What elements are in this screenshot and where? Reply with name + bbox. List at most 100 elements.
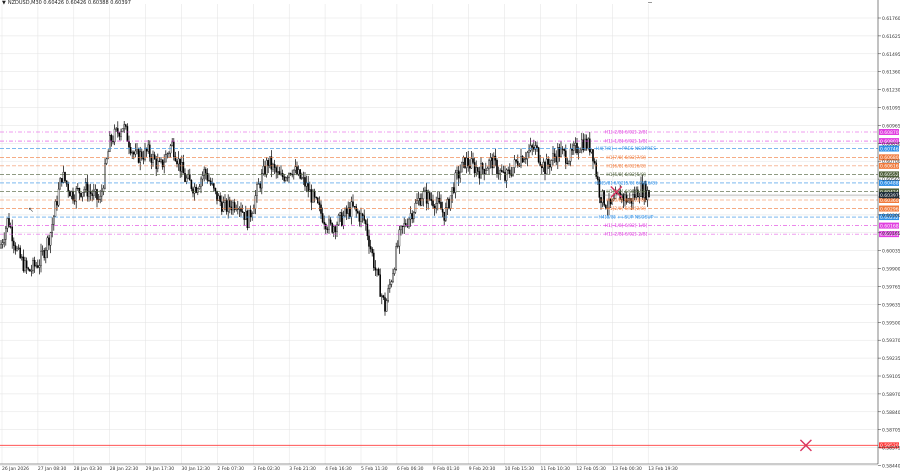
price-axis-label: 0.60035 [882,249,900,255]
candle-body [168,152,170,154]
level-price-badge [879,145,899,152]
candle-body [510,173,513,176]
candle-body [99,195,101,200]
level-price-badge [879,222,899,229]
candle-body [96,189,98,200]
candle-body [513,159,516,168]
candle-body [485,170,487,174]
candle-body [185,177,188,182]
candle-body [477,167,479,172]
candle-body [625,194,628,203]
candle-body [6,218,9,229]
level-price-badge [879,197,899,203]
candle-body [419,198,422,206]
candle-body [566,163,569,165]
candle-body [161,159,164,168]
candle-body [411,213,414,220]
candle-body [267,160,270,166]
candle-body [131,152,134,154]
candle-body [302,177,305,179]
dropdown-arrow-icon[interactable]: ▼ [2,0,6,6]
candle-body [156,160,159,169]
candle-body [435,203,438,210]
time-axis-label: 28 Jan 03:30 [74,466,103,472]
candle-body [582,139,585,151]
candle-body [329,219,332,224]
candle-body [17,247,20,249]
candle-body [603,190,605,206]
candle-body [462,157,465,163]
level-price-badge-text: 0.60870 [880,130,899,136]
candle-body [196,188,199,193]
candle-body [248,209,250,229]
candle-body [291,174,294,176]
grid [0,4,878,466]
candle-body [209,180,212,185]
current-price-badge [879,192,899,199]
candle-body [328,219,330,230]
price-axis-label: 0.58705 [882,428,900,434]
candle-body [417,198,420,201]
price-axis-label: 0.61760 [882,16,900,22]
candle-body [397,245,399,247]
candle-body [310,189,313,203]
candle-body [78,188,81,194]
chart-shift-marker-icon[interactable] [648,0,652,3]
candle-body [467,157,470,166]
price-axis-label: 0.61495 [882,52,900,58]
candle-body [342,215,345,226]
price-axis-label: 0.59900 [882,267,900,273]
candle-body [12,240,15,246]
candle-body [456,170,458,174]
symbol-info-text: NZDUSD,M30 0.60426 0.60426 0.60388 0.603… [7,0,131,6]
candle-body [27,267,30,270]
candle-body [261,173,263,189]
candle-body [285,177,287,181]
candle-body [102,187,105,192]
price-axis-label: 0.58970 [882,392,900,398]
candle-body [115,128,117,130]
candle-body [563,148,565,152]
candle-body [313,190,316,198]
candle-body [269,156,271,166]
candle-body [33,260,36,267]
candle-body [581,139,583,151]
price-axis-label: 0.58440 [882,464,900,470]
candle-body [357,210,359,214]
price-axis-label: 0.59500 [882,320,900,326]
candle-body [294,166,297,171]
level-price-badge [879,205,899,212]
candle-body [228,199,231,208]
level-label: H4[7/8] ++PRES NSOPRES [596,146,656,152]
candle-body [163,161,166,168]
candle-body [208,180,210,182]
level-price-badge-text: 0.60616 [880,164,899,170]
candle-body [180,162,183,172]
candle-body [473,162,476,174]
candle-body [206,172,209,181]
candle-body [491,157,494,169]
candle-body [126,126,129,142]
candle-body [92,191,95,196]
price-axis-label: 0.59105 [882,374,900,380]
candle-body [81,192,84,197]
price-axis-label: 0.61230 [882,88,900,94]
candle-body [297,169,300,175]
candle-body [48,237,50,246]
candle-body [83,189,85,193]
level-label: H4[5/8] 6/02[5/8] 6/02[6/8] [595,180,657,186]
candle-body [585,138,588,149]
candle-body [259,183,262,189]
candle-body [136,149,138,152]
candle-body [595,162,597,177]
candle-body [379,274,382,297]
candle-body [360,213,362,222]
candle-body [315,196,318,199]
candle-body [409,213,412,220]
level-price-badge [879,162,899,169]
candle-body [22,256,25,271]
candle-body [560,148,562,157]
candle-body [321,213,324,223]
